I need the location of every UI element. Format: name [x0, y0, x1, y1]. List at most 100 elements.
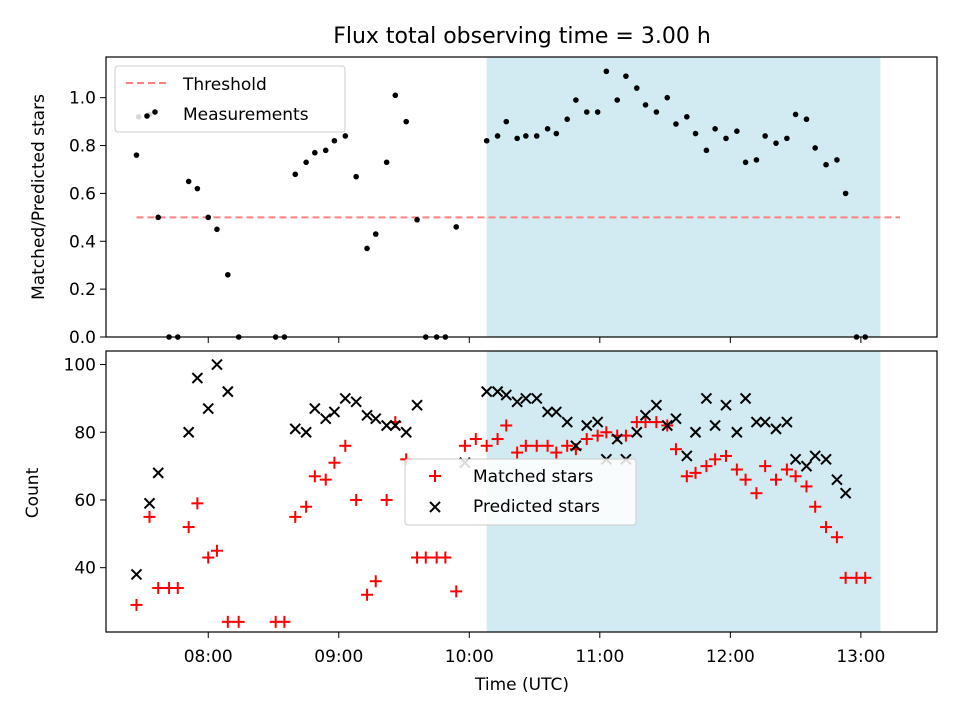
measurement-point [823, 161, 829, 168]
bottom-y-tick-label: 80 [74, 423, 96, 443]
measurement-point [673, 121, 679, 127]
bottom-y-tick-label: 40 [74, 559, 96, 579]
predicted-star-point [709, 419, 721, 432]
top-legend-box [114, 65, 346, 133]
measurement-point [185, 178, 192, 185]
predicted-star-point [550, 406, 563, 418]
measurement-point [372, 231, 379, 237]
matched-star-point [480, 439, 493, 452]
measurement-point [614, 97, 621, 103]
predicted-star-point [750, 416, 763, 428]
measurement-point [155, 214, 162, 221]
legend-measurements-label: Measurements [183, 105, 309, 125]
predicted-star-point [731, 426, 743, 438]
bottom-panel: 40 60 80 100 08:00 09:00 10:00 11:00 12:00 13:00… [23, 350, 938, 695]
predicted-star-point [631, 426, 643, 438]
measurement-point [642, 102, 649, 108]
bottom-x-tick-label: 09:00 [314, 647, 363, 667]
predicted-star-point [670, 413, 682, 425]
matched-star-point [650, 416, 663, 429]
legend-matched-label: Matched stars [473, 467, 593, 487]
measurement-point [194, 185, 201, 192]
predicted-star-point [700, 392, 713, 405]
matched-star-point [839, 571, 852, 584]
predicted-star-point [820, 453, 832, 466]
legend-predicted-swatch [429, 501, 441, 513]
predicted-star-point [570, 440, 582, 452]
top-span-rect [486, 57, 881, 337]
matched-star-point [350, 493, 363, 506]
measurement-point [633, 85, 640, 91]
predicted-star-point [759, 416, 771, 428]
matched-star-point [709, 453, 722, 466]
bottom-y-tick-label: 100 [64, 356, 96, 376]
predicted-star-point [689, 426, 702, 438]
predicted-star-point [500, 389, 512, 401]
bottom-y-axis-label: Count [23, 467, 43, 518]
predicted-star-point [300, 426, 312, 438]
matched-star-point [328, 456, 341, 469]
predicted-star-point [581, 419, 593, 432]
matched-star-point [530, 439, 543, 452]
measurement-point [573, 97, 579, 103]
matched-star-point [469, 433, 482, 446]
bottom-series-points [130, 358, 872, 628]
measurement-point [353, 173, 359, 180]
top-y-tick-label: 1.0 [69, 89, 96, 109]
legend-measurements-swatch-1 [144, 113, 150, 119]
predicted-star-point [650, 399, 663, 411]
matched-star-point [361, 588, 374, 601]
measurement-point [664, 94, 671, 101]
top-y-axis-label: Matched/Predicted stars [29, 94, 49, 300]
measurement-point [214, 226, 220, 233]
predicted-star-point [511, 396, 523, 408]
predicted-star-point [191, 372, 204, 384]
matched-star-point [739, 473, 752, 486]
matched-star-point [210, 544, 223, 557]
matched-star-point [339, 439, 352, 452]
predicted-star-point [339, 392, 352, 405]
bottom-legend-box [404, 458, 637, 526]
matched-star-point [500, 419, 513, 432]
predicted-star-point [839, 487, 852, 499]
predicted-star-point [661, 419, 673, 432]
measurement-point [692, 130, 699, 137]
predicted-star-point [531, 392, 543, 405]
matched-star-point [541, 439, 554, 452]
bottom-plot-frame [105, 350, 938, 633]
predicted-star-point [561, 416, 573, 428]
matched-star-point [191, 497, 204, 510]
matched-star-point [289, 510, 302, 523]
measurement-point [723, 135, 729, 142]
predicted-star-point [781, 416, 793, 428]
matched-star-point [458, 439, 471, 452]
top-panel: 0.0 0.2 0.4 0.6 0.8 1.0 Matched/Predicted sta… [29, 56, 938, 348]
measurement-point [564, 116, 570, 123]
measurement-point [494, 133, 501, 139]
measurement-point [312, 149, 318, 156]
legend-threshold-label: Threshold [182, 75, 267, 95]
matched-star-point [450, 585, 463, 598]
predicted-star-point [152, 467, 164, 479]
bottom-x-tick-label: 13:00 [836, 647, 885, 667]
measurement-point [842, 190, 849, 197]
matched-star-point [171, 581, 184, 594]
measurement-point [594, 109, 601, 115]
predicted-star-point [289, 423, 301, 435]
bottom-x-axis-label: Time (UTC) [474, 675, 569, 695]
legend-matched-swatch [429, 470, 441, 482]
top-y-tick-label: 0.4 [69, 232, 96, 252]
matched-star-point [232, 615, 245, 628]
predicted-star-point [222, 385, 234, 398]
measurement-point [503, 118, 510, 125]
matched-star-point [319, 473, 332, 486]
matched-star-point [700, 460, 713, 473]
measurement-point [753, 157, 760, 163]
bottom-x-tick-label: 12:00 [706, 647, 755, 667]
matched-star-point [511, 446, 524, 459]
predicted-star-point [720, 399, 732, 411]
bottom-x-axis-ticks: 08:00 09:00 10:00 11:00 12:00 13:00 [184, 632, 885, 667]
predicted-star-point [770, 423, 782, 435]
measurement-point [803, 116, 810, 123]
